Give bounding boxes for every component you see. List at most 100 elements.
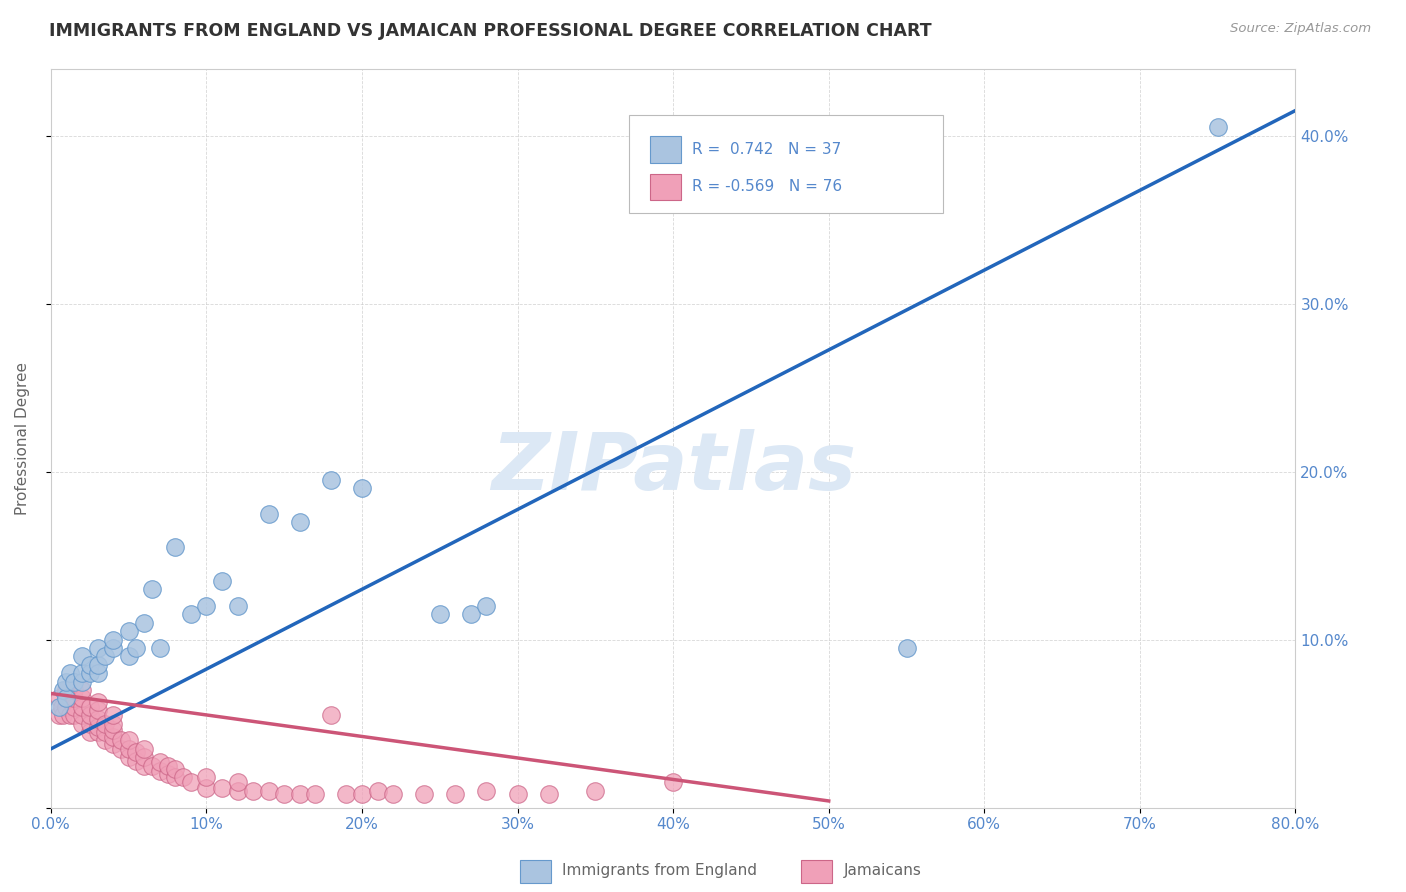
Point	[94, 716, 117, 731]
Point	[226, 784, 249, 798]
Point	[86, 666, 108, 681]
Point	[382, 787, 405, 801]
Point	[134, 750, 156, 764]
Point	[70, 674, 93, 689]
Point	[117, 750, 139, 764]
Point	[125, 754, 148, 768]
Point	[117, 624, 139, 639]
Point	[63, 708, 86, 723]
Point	[242, 784, 264, 798]
Point	[226, 599, 249, 613]
Point	[86, 720, 108, 734]
Point	[537, 787, 560, 801]
Point	[110, 742, 132, 756]
Point	[134, 758, 156, 772]
Point	[444, 787, 467, 801]
Point	[94, 725, 117, 739]
Point	[63, 674, 86, 689]
Point	[662, 775, 685, 789]
Text: R =  0.742   N = 37: R = 0.742 N = 37	[693, 143, 842, 157]
Point	[86, 641, 108, 656]
Point	[211, 574, 233, 588]
Point	[101, 641, 124, 656]
Point	[101, 730, 124, 744]
Point	[226, 775, 249, 789]
Point	[257, 784, 280, 798]
Point	[149, 756, 172, 770]
Point	[506, 787, 529, 801]
Point	[79, 657, 101, 672]
Point	[70, 683, 93, 698]
Point	[165, 762, 187, 776]
Point	[117, 649, 139, 664]
Point	[86, 712, 108, 726]
Point	[156, 758, 179, 772]
Point	[48, 699, 70, 714]
Point	[55, 691, 77, 706]
Point	[86, 725, 108, 739]
Text: IMMIGRANTS FROM ENGLAND VS JAMAICAN PROFESSIONAL DEGREE CORRELATION CHART: IMMIGRANTS FROM ENGLAND VS JAMAICAN PROF…	[49, 22, 932, 40]
Point	[70, 666, 93, 681]
Point	[86, 703, 108, 717]
Point	[79, 725, 101, 739]
Point	[475, 599, 498, 613]
Point	[58, 666, 80, 681]
Point	[149, 764, 172, 778]
Point	[52, 708, 75, 723]
Point	[319, 473, 342, 487]
Point	[475, 784, 498, 798]
Point	[117, 742, 139, 756]
Point	[101, 632, 124, 647]
Text: R = -0.569   N = 76: R = -0.569 N = 76	[693, 179, 842, 194]
Text: ZIPatlas: ZIPatlas	[491, 429, 856, 507]
Point	[79, 716, 101, 731]
Text: Immigrants from England: Immigrants from England	[562, 863, 758, 878]
Point	[583, 784, 606, 798]
Point	[319, 708, 342, 723]
Point	[55, 699, 77, 714]
Point	[52, 683, 75, 698]
Point	[335, 787, 357, 801]
Point	[141, 582, 163, 597]
Point	[63, 691, 86, 706]
Point	[195, 599, 218, 613]
Point	[101, 737, 124, 751]
Point	[48, 708, 70, 723]
Point	[273, 787, 295, 801]
Point	[101, 723, 124, 738]
Text: Jamaicans: Jamaicans	[844, 863, 921, 878]
Point	[195, 771, 218, 785]
Point	[367, 784, 389, 798]
Point	[70, 708, 93, 723]
Point	[460, 607, 482, 622]
Point	[288, 515, 311, 529]
Point	[141, 758, 163, 772]
Point	[110, 733, 132, 747]
Point	[288, 787, 311, 801]
Point	[257, 507, 280, 521]
Point	[413, 787, 436, 801]
Point	[51, 699, 73, 714]
Point	[350, 482, 373, 496]
Point	[79, 666, 101, 681]
Point	[55, 691, 77, 706]
Point	[156, 767, 179, 781]
Point	[94, 649, 117, 664]
Point	[70, 716, 93, 731]
Point	[134, 742, 156, 756]
Point	[86, 695, 108, 709]
Point	[149, 641, 172, 656]
Y-axis label: Professional Degree: Professional Degree	[15, 361, 30, 515]
Point	[211, 780, 233, 795]
Point	[48, 691, 70, 706]
Point	[195, 780, 218, 795]
Point	[350, 787, 373, 801]
Point	[58, 708, 80, 723]
Point	[63, 699, 86, 714]
Point	[79, 708, 101, 723]
Point	[86, 657, 108, 672]
Point	[55, 683, 77, 698]
Point	[429, 607, 451, 622]
Point	[125, 745, 148, 759]
Point	[101, 716, 124, 731]
